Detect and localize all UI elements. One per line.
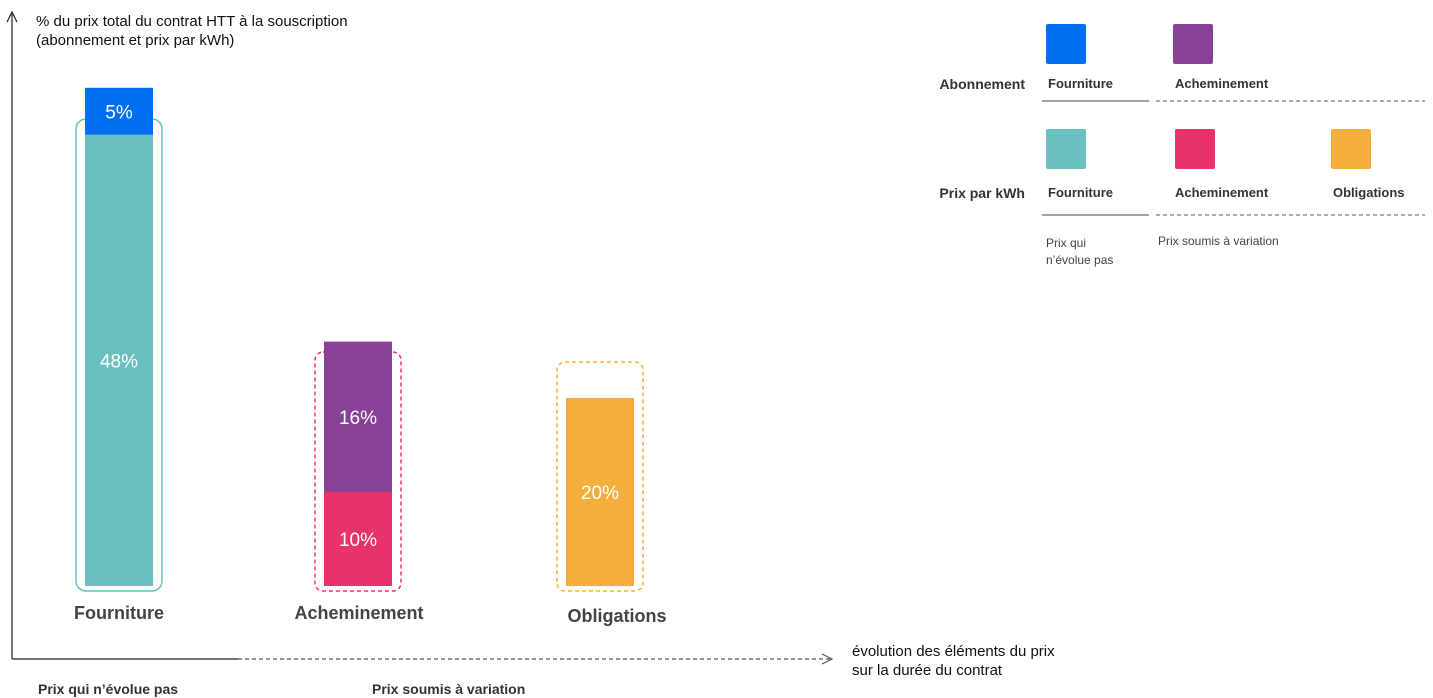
legend-label-abonnement-fourniture: Fourniture: [1048, 76, 1113, 91]
legend-swatch-kwh-obligations: [1331, 129, 1371, 169]
bar-value-label-acheminement-3: 16%: [339, 408, 377, 429]
legend-row-title-abonnement: Abonnement: [939, 76, 1025, 92]
bar-segment-acheminement-2: [324, 492, 392, 586]
group-label-variable: Prix soumis à variation: [372, 681, 526, 697]
legend-label-kwh-fourniture: Fourniture: [1048, 185, 1113, 200]
bar-value-label-obligations-4: 20%: [581, 483, 619, 504]
y-axis-title: % du prix total du contrat HTT à la sous…: [36, 13, 348, 49]
legend-note-fixed: Prix qui n’évolue pas: [1046, 236, 1114, 267]
legend-label-kwh-obligations: Obligations: [1333, 185, 1405, 200]
bar-segment-obligations-4: [566, 398, 634, 586]
legend-label-abonnement-acheminement: Acheminement: [1175, 76, 1269, 91]
frame-obligations: [556, 361, 644, 592]
category-label-acheminement: Acheminement: [294, 603, 424, 623]
legend-swatch-abonnement-fourniture: [1046, 24, 1086, 64]
legend-note-variable: Prix soumis à variation: [1158, 234, 1279, 248]
legend-swatch-abonnement-acheminement: [1173, 24, 1213, 64]
category-label-fourniture: Fourniture: [74, 603, 164, 623]
bar-value-label-acheminement-2: 10%: [339, 530, 377, 551]
legend-swatch-kwh-acheminement: [1175, 129, 1215, 169]
y-axis-arrow-icon: [6, 10, 18, 23]
legend-label-kwh-acheminement: Acheminement: [1175, 185, 1269, 200]
bar-value-label-fourniture-0: 48%: [100, 351, 138, 372]
bar-value-label-fourniture-1: 5%: [105, 102, 133, 123]
bar-segment-acheminement-3: [324, 341, 392, 492]
bars-group: [85, 87, 634, 587]
legend-row-title-prix-kwh: Prix par kWh: [939, 185, 1025, 201]
bar-labels-group: 48% 5% 10% 16% 20%: [100, 102, 619, 551]
x-axis-arrow-icon: [821, 653, 834, 665]
group-label-fixed: Prix qui n’évolue pas: [38, 681, 179, 697]
legend-swatch-kwh-fourniture: [1046, 129, 1086, 169]
category-label-obligations: Obligations: [567, 606, 667, 626]
bar-segment-fourniture-1: [85, 87, 153, 135]
bar-segment-fourniture-0: [85, 134, 153, 587]
x-axis-title: évolution des éléments du prix sur la du…: [852, 643, 1055, 679]
